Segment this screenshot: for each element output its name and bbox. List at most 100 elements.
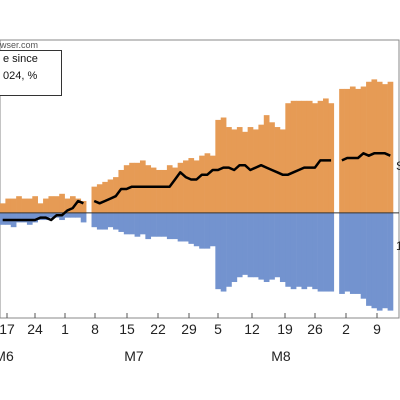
negative-bar	[21, 212, 28, 223]
negative-bar	[301, 212, 308, 290]
x-tick-label: 15	[119, 321, 135, 337]
negative-bar	[290, 212, 297, 290]
negative-bar	[183, 212, 189, 242]
negative-bar	[96, 212, 103, 230]
positive-bar	[253, 129, 259, 213]
negative-bar	[199, 212, 205, 249]
positive-bar	[64, 198, 71, 213]
negative-bar	[317, 212, 324, 292]
negative-bar	[91, 212, 98, 228]
negative-bar	[75, 212, 82, 218]
negative-bar	[209, 212, 216, 247]
legend-line-2: 024, %	[3, 70, 38, 82]
positive-bar	[366, 81, 372, 213]
positive-bar	[102, 181, 108, 213]
balance-line	[2, 152, 391, 222]
positive-bar	[269, 122, 275, 213]
negative-bar	[258, 212, 265, 280]
right-label-lower: 1	[396, 239, 400, 253]
month-label: M7	[124, 348, 144, 364]
positive-bar	[53, 196, 60, 213]
positive-bar	[5, 198, 12, 213]
positive-bar	[199, 155, 205, 213]
negative-bar	[376, 212, 383, 311]
negative-bar	[102, 212, 108, 230]
positive-bar	[75, 198, 82, 213]
x-tick-label: 24	[27, 321, 43, 337]
negative-bar	[123, 212, 130, 235]
positive-bar	[26, 198, 33, 213]
negative-bar	[231, 212, 238, 283]
positive-bar	[59, 193, 65, 213]
negative-bar	[172, 212, 178, 240]
right-label-upper: S	[396, 159, 400, 173]
positive-bar	[328, 103, 335, 213]
positive-bar	[376, 81, 383, 213]
negative-bar	[253, 212, 259, 278]
positive-bar	[161, 169, 168, 213]
negative-bar	[220, 212, 227, 292]
negative-bar	[328, 212, 335, 292]
x-tick-label: 22	[150, 321, 166, 337]
negative-bar	[371, 212, 378, 309]
month-labels: M6 M7 M8	[0, 348, 291, 364]
x-tick-label: 5	[214, 321, 222, 337]
positive-bar	[274, 127, 281, 213]
x-tick-label: 26	[307, 321, 323, 337]
positive-bar	[96, 184, 103, 213]
positive-bar	[156, 169, 162, 213]
negative-bar	[355, 212, 361, 294]
positive-bar	[301, 100, 308, 213]
positive-bar	[32, 196, 38, 213]
positive-bar	[349, 86, 356, 213]
positive-bar	[312, 103, 318, 213]
positive-bar	[204, 153, 211, 213]
positive-bar	[166, 165, 173, 213]
positive-bar	[355, 88, 361, 213]
negative-bar	[204, 212, 211, 249]
positive-bar	[344, 88, 351, 213]
positive-bar	[80, 200, 87, 213]
positive-bar	[215, 119, 222, 213]
negative-bar	[193, 212, 200, 247]
legend-box: e since 024, %	[0, 50, 62, 96]
positive-bar	[263, 115, 270, 213]
positive-bar	[285, 103, 292, 213]
positive-bar	[183, 160, 189, 213]
negative-bar	[242, 212, 248, 275]
negative-bar	[226, 212, 232, 287]
negative-bar	[134, 212, 141, 237]
positive-bar	[37, 203, 44, 213]
positive-bar	[177, 162, 184, 213]
negative-bar	[339, 212, 345, 294]
positive-bar	[48, 196, 55, 213]
positive-bar	[360, 86, 367, 213]
negative-bar	[48, 212, 55, 218]
negative-bar	[129, 212, 135, 235]
positive-bar	[172, 167, 178, 213]
negative-bar	[349, 212, 356, 294]
positive-bar	[226, 127, 232, 213]
negative-bar	[156, 212, 162, 237]
negative-bar	[188, 212, 195, 244]
positive-bar	[10, 198, 17, 213]
negative-bar	[285, 212, 292, 287]
negative-bar	[118, 212, 125, 232]
positive-bar	[0, 203, 6, 213]
month-label: M6	[0, 348, 14, 364]
positive-bar	[107, 179, 114, 213]
negative-bar	[161, 212, 168, 237]
x-tick-label: 9	[373, 321, 381, 337]
positive-bar	[69, 196, 76, 213]
positive-bar	[236, 127, 243, 213]
positive-bar	[339, 88, 345, 213]
positive-bar	[371, 79, 378, 213]
positive-bar	[317, 100, 324, 213]
negative-bar	[236, 212, 243, 278]
negative-bar	[177, 212, 184, 242]
negative-bar	[32, 212, 38, 223]
negative-bar	[166, 212, 173, 240]
negative-bar	[312, 212, 318, 290]
positive-bar	[145, 165, 152, 213]
